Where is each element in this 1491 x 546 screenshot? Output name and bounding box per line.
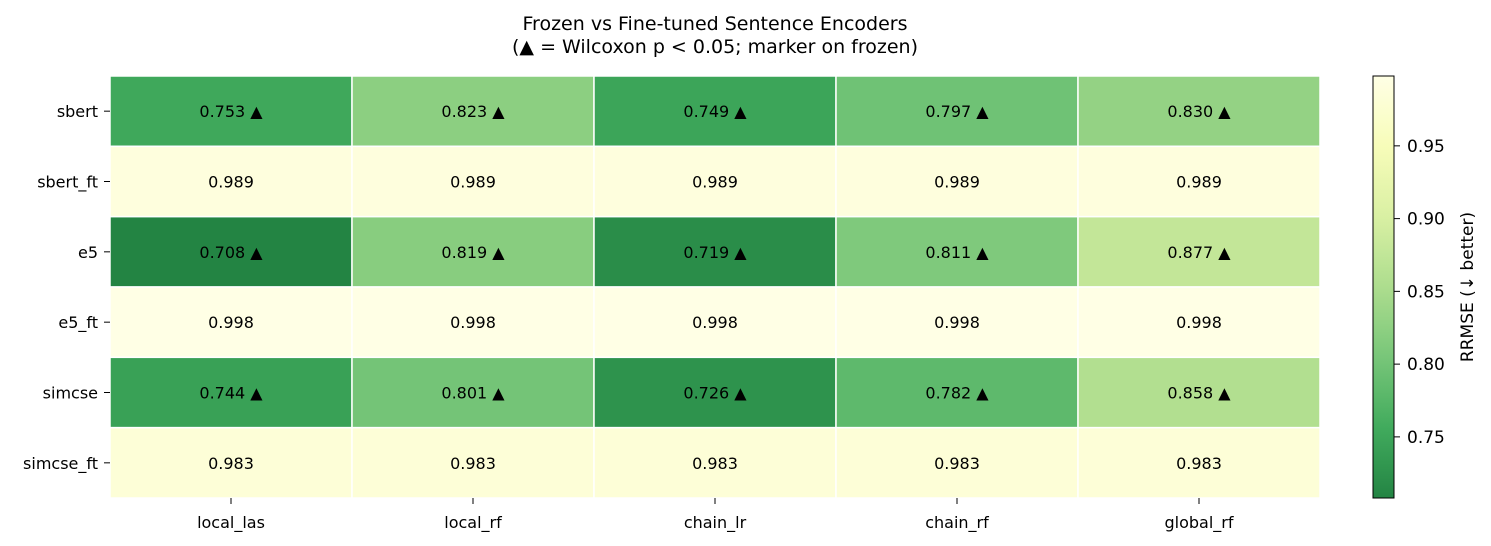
colorbar-tick-label: 0.80 (1407, 355, 1445, 375)
heatmap-cell (835, 215, 1079, 288)
x-tick-label: chain_lr (684, 513, 747, 533)
colorbar-tick-label: 0.95 (1407, 137, 1445, 157)
colorbar-label: RRMSE (↓ better) (1458, 212, 1478, 362)
cell-value-label: 0.989 (692, 173, 738, 192)
colorbar-tick-label: 0.90 (1407, 210, 1445, 230)
heatmap-cell (835, 426, 1079, 499)
colorbar-gradient (1372, 75, 1395, 499)
heatmap-cells (109, 75, 1321, 499)
heatmap-cell (351, 75, 595, 148)
heatmap-cell (1077, 356, 1321, 429)
cell-value-label: 0.983 (450, 454, 496, 473)
heatmap-cell (109, 356, 353, 429)
heatmap-cell (593, 215, 837, 288)
cell-value-label: 0.983 (692, 454, 738, 473)
cell-value-label: 0.989 (934, 173, 980, 192)
cell-value-label: 0.797 ▲ (925, 102, 989, 121)
colorbar-tick-label: 0.75 (1407, 428, 1445, 448)
cell-value-label: 0.749 ▲ (683, 102, 747, 121)
y-tick-label: sbert (57, 102, 98, 121)
cell-value-label: 0.801 ▲ (441, 384, 505, 403)
heatmap-cell (351, 426, 595, 499)
heatmap-cell (1077, 75, 1321, 148)
chart-subtitle: (▲ = Wilcoxon p < 0.05; marker on frozen… (512, 36, 918, 58)
heatmap-cell (351, 286, 595, 359)
cell-value-label: 0.823 ▲ (441, 102, 505, 121)
heatmap-cell (1077, 145, 1321, 218)
y-tick-label: sbert_ft (37, 173, 98, 193)
heatmap-cell (1077, 426, 1321, 499)
x-tick-label: local_las (197, 513, 265, 533)
cell-value-label: 0.782 ▲ (925, 384, 989, 403)
cell-value-label: 0.998 (450, 313, 496, 332)
cell-value-label: 0.998 (208, 313, 254, 332)
cell-value-label: 0.989 (208, 173, 254, 192)
cell-value-label: 0.726 ▲ (683, 384, 747, 403)
cell-value-label: 0.989 (450, 173, 496, 192)
heatmap-cell (351, 215, 595, 288)
cell-value-label: 0.983 (1176, 454, 1222, 473)
heatmap-cell (593, 75, 837, 148)
heatmap-cell (109, 75, 353, 148)
heatmap-cell (1077, 215, 1321, 288)
chart-title: Frozen vs Fine-tuned Sentence Encoders (523, 13, 908, 35)
cell-value-label: 0.708 ▲ (199, 243, 263, 262)
cell-value-label: 0.753 ▲ (199, 102, 263, 121)
x-tick-label: local_rf (444, 513, 502, 533)
heatmap-cell (593, 426, 837, 499)
heatmap-cell (593, 286, 837, 359)
cell-value-label: 0.877 ▲ (1167, 243, 1231, 262)
cell-value-label: 0.998 (934, 313, 980, 332)
cell-value-label: 0.998 (1176, 313, 1222, 332)
cell-value-label: 0.830 ▲ (1167, 102, 1231, 121)
cell-value-label: 0.989 (1176, 173, 1222, 192)
heatmap-cell (1077, 286, 1321, 359)
cell-value-label: 0.998 (692, 313, 738, 332)
colorbar-tick-label: 0.85 (1407, 282, 1445, 302)
heatmap-cell (109, 145, 353, 218)
colorbar-ticks: 0.75 0.80 0.85 0.90 0.95 (1394, 137, 1445, 448)
colorbar: 0.75 0.80 0.85 0.90 0.95 RRMSE (↓ better) (1372, 75, 1478, 499)
y-tick-label: e5 (78, 243, 98, 262)
cell-value-label: 0.983 (934, 454, 980, 473)
cell-value-label: 0.819 ▲ (441, 243, 505, 262)
cell-value-label: 0.744 ▲ (199, 384, 263, 403)
y-tick-label: e5_ft (58, 313, 98, 333)
cell-value-label: 0.719 ▲ (683, 243, 747, 262)
cell-value-label: 0.858 ▲ (1167, 384, 1231, 403)
heatmap-cell (835, 75, 1079, 148)
x-tick-label: chain_rf (925, 513, 989, 533)
y-tick-label: simcse_ft (23, 454, 98, 474)
cell-value-label: 0.811 ▲ (925, 243, 989, 262)
heatmap-cell (593, 356, 837, 429)
heatmap-cell-labels: 0.753 ▲ 0.823 ▲ 0.749 ▲ 0.797 ▲ 0.830 ▲ 0.989… (199, 102, 1231, 473)
heatmap-cell (351, 356, 595, 429)
heatmap-cell (835, 286, 1079, 359)
x-axis: local_las local_rf chain_lr chain_rf global_… (197, 498, 1234, 533)
y-tick-label: simcse (43, 384, 98, 403)
heatmap-cell (593, 145, 837, 218)
x-tick-label: global_rf (1164, 513, 1233, 533)
cell-value-label: 0.983 (208, 454, 254, 473)
